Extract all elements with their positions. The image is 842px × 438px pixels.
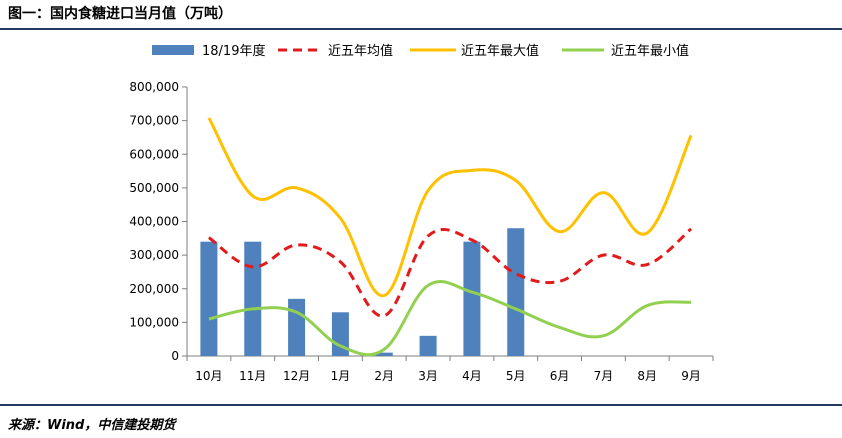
figure-title: 图一：国内食糖进口当月值（万吨） [8,6,232,22]
legend-label: 近五年均值 [328,43,393,59]
x-tick-label: 7月 [594,369,614,383]
source-note: 来源：Wind，中信建投期货 [8,418,176,433]
bar [463,241,481,356]
x-tick-label: 9月 [681,369,701,383]
legend-label: 近五年最小值 [611,43,689,59]
x-tick-label: 6月 [550,369,570,383]
x-tick-label: 12月 [283,369,310,383]
y-tick-label: 200,000 [129,282,179,296]
bar [288,298,306,356]
legend-label: 18/19年度 [202,43,265,59]
legend-label: 近五年最大值 [461,43,539,59]
bar [375,352,393,356]
bar [419,335,437,356]
y-tick-label: 500,000 [129,181,179,195]
x-tick-label: 8月 [637,369,657,383]
y-tick-label: 600,000 [129,147,179,161]
series-line [208,227,693,318]
x-tick-label: 2月 [374,369,394,383]
legend-swatch [152,45,194,55]
x-tick-labels: 10月 11月 12月 1月 2月 3月 4月 5月 6月 7月 8月 9月 [195,369,701,383]
x-tick-label: 11月 [239,369,266,383]
axes [182,86,714,361]
series-line [208,280,692,357]
y-tick-label: 800,000 [129,80,179,94]
title-rule [0,28,842,30]
y-tick-labels: 0 100,000 200,000 300,000 400,000 500,000 600,… [129,80,179,363]
chart: 18/19年度 近五年均值 近五年最大值 近五年最小值 10月 11月 12月 1月 2月 3月… [129,43,714,383]
x-tick-label: 3月 [418,369,438,383]
bar [200,241,218,356]
x-tick-label: 1月 [331,369,351,383]
y-tick-label: 400,000 [129,215,179,229]
y-tick-label: 0 [171,349,179,363]
y-tick-label: 300,000 [129,248,179,262]
x-tick-label: 10月 [195,369,222,383]
bar [507,228,525,356]
x-tick-label: 5月 [506,369,526,383]
y-tick-label: 700,000 [129,114,179,128]
bar [244,241,262,356]
line-series [207,117,693,357]
legend: 18/19年度 近五年均值 近五年最大值 近五年最小值 [152,43,689,59]
x-tick-label: 4月 [462,369,482,383]
y-tick-label: 100,000 [129,315,179,329]
source-rule [0,404,842,406]
series-line [207,117,693,297]
